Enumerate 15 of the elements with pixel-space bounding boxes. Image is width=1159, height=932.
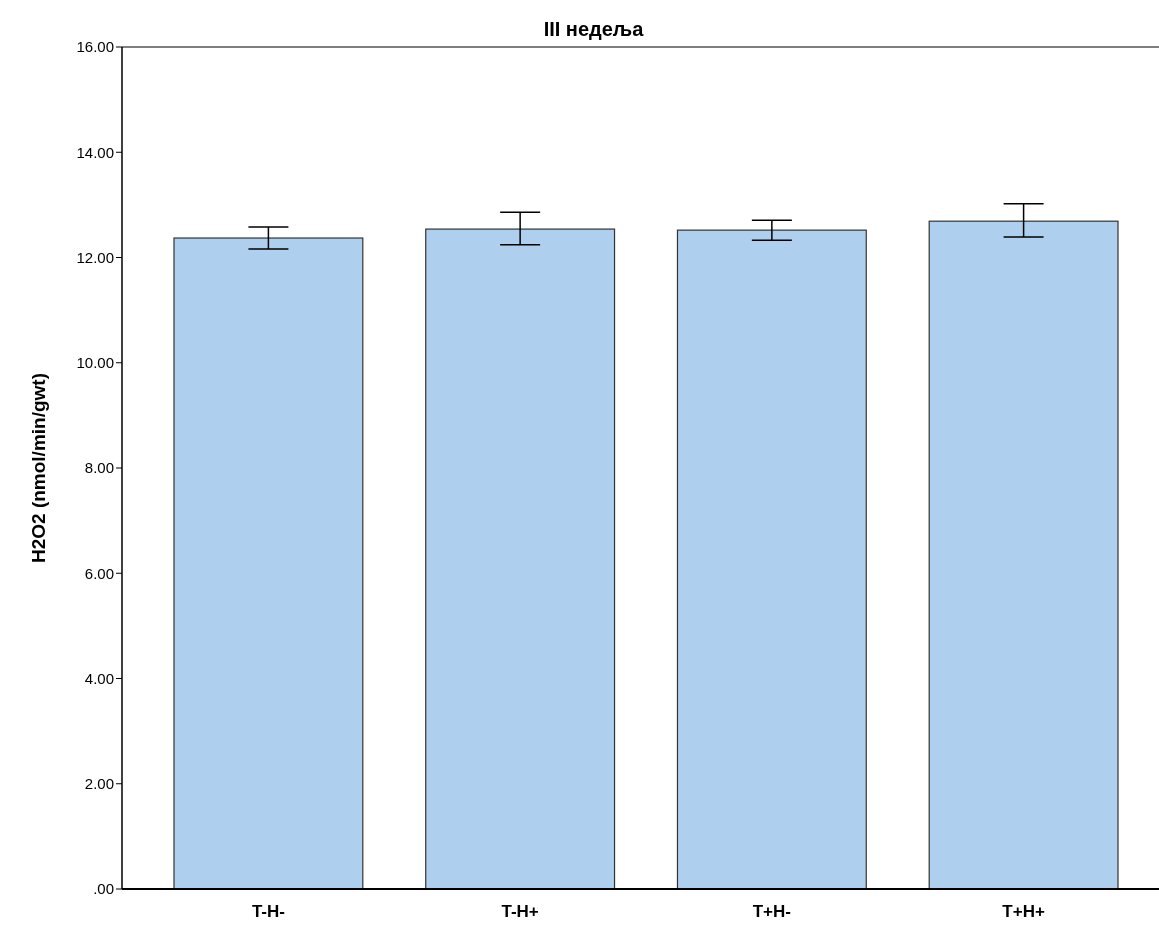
y-tick-label: 8.00 [84, 459, 114, 477]
y-tick-label: 4.00 [84, 669, 114, 687]
y-tick-label: .00 [93, 880, 114, 898]
x-tick-label: T-H+ [501, 902, 539, 921]
y-tick-label: 6.00 [84, 564, 114, 582]
y-tick-label: 16.00 [76, 38, 114, 56]
y-tick-label: 2.00 [84, 775, 114, 792]
y-axis-title: H2O2 (nmol/min/gwt) [28, 373, 49, 563]
x-tick-label: T+H+ [1002, 902, 1045, 921]
y-tick-label: 14.00 [76, 143, 114, 161]
y-tick-label: 12.00 [76, 248, 114, 266]
x-tick-label: T+H- [752, 902, 791, 921]
chart-title: III недеља [543, 18, 645, 40]
x-tick-label: T-H- [251, 902, 285, 921]
y-tick-label: 10.00 [76, 354, 114, 371]
